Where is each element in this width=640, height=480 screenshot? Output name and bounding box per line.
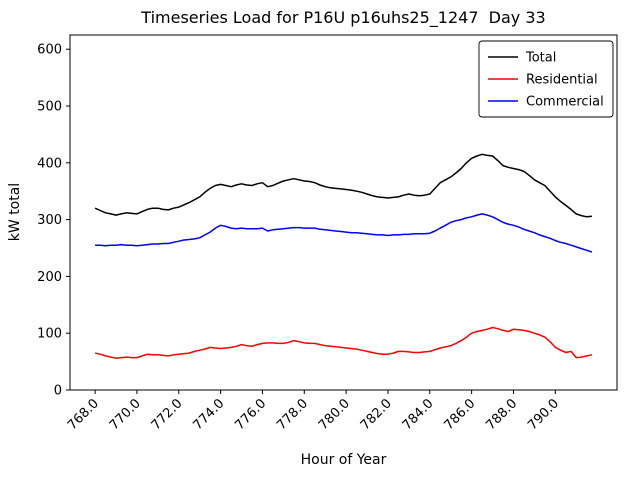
x-tick-label: 782.0: [358, 396, 395, 433]
x-tick-label: 768.0: [65, 396, 102, 433]
y-tick-label: 500: [37, 100, 62, 115]
series-line-commercial: [95, 213, 593, 253]
y-tick-label: 100: [37, 327, 62, 342]
y-tick-label: 400: [37, 156, 62, 171]
legend: [478, 40, 614, 118]
x-tick-label: 788.0: [483, 396, 520, 433]
y-tick-label: 600: [37, 43, 62, 58]
legend-label-commercial: Commercial: [526, 95, 604, 110]
x-tick-label: 770.0: [107, 396, 144, 433]
axes-frame: [69, 34, 618, 391]
x-axis-label: Hour of Year: [300, 452, 387, 468]
x-tick-label: 780.0: [316, 396, 353, 433]
x-tick-label: 776.0: [232, 396, 269, 433]
x-tick-label: 778.0: [274, 396, 311, 433]
legend-label-total: Total: [525, 51, 556, 66]
series-line-residential: [94, 326, 593, 359]
legend-label-residential: Residential: [526, 73, 598, 88]
x-tick-label: 784.0: [400, 396, 437, 433]
y-tick-label: 200: [37, 270, 62, 285]
x-tick-label: 774.0: [191, 396, 228, 433]
x-tick-label: 790.0: [525, 396, 562, 433]
y-tick-label: 0: [54, 384, 62, 399]
y-tick-label: 300: [37, 213, 62, 228]
series-line-total: [94, 153, 592, 218]
x-tick-label: 772.0: [149, 396, 186, 433]
chart-title: Timeseries Load for P16U p16uhs25_1247 D…: [141, 8, 546, 27]
x-tick-label: 786.0: [442, 396, 479, 433]
